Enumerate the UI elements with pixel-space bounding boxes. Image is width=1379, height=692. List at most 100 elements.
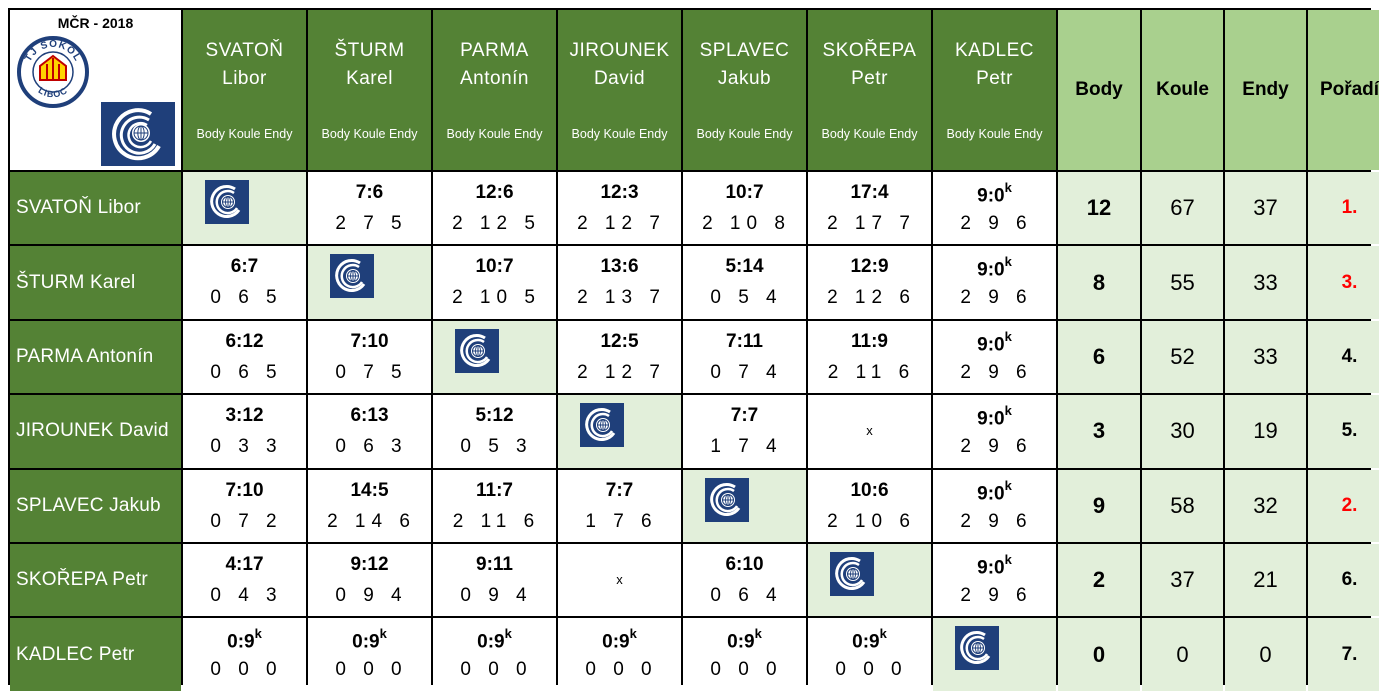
match-result-cell: 0:9k 0 0 0 bbox=[433, 618, 556, 691]
match-result-cell: x bbox=[558, 543, 681, 617]
match-detail: 0 0 0 bbox=[460, 659, 533, 681]
match-result-cell: 0:9k 0 0 0 bbox=[808, 618, 931, 691]
forfeit-mark: k bbox=[879, 626, 887, 642]
match-result-cell: 0:9k 0 0 0 bbox=[308, 618, 431, 691]
diagonal-cell bbox=[808, 543, 931, 617]
match-score: 9:0k bbox=[933, 477, 1056, 505]
total-body: 0 bbox=[1058, 618, 1140, 691]
not-played-mark: x bbox=[866, 423, 873, 439]
match-result-cell: 7:7 1 7 6 bbox=[558, 469, 681, 542]
federation-emblem-icon bbox=[580, 403, 624, 448]
match-detail: 2 14 6 bbox=[327, 510, 416, 532]
player-surname: KADLEC bbox=[954, 40, 1035, 61]
score-value: 7:10 bbox=[225, 479, 264, 501]
player-surname: SPLAVEC bbox=[699, 40, 790, 61]
match-detail: 0 4 3 bbox=[210, 584, 283, 606]
score-value: 6:10 bbox=[725, 553, 764, 575]
match-result-cell: 12:3 2 12 7 bbox=[558, 172, 681, 245]
column-sub-label: Body Koule Endy bbox=[321, 127, 418, 141]
forfeit-mark: k bbox=[1004, 551, 1012, 567]
match-score: 0:9k bbox=[683, 626, 806, 653]
match-score: 5:12 bbox=[433, 405, 556, 427]
match-result-cell: 5:12 0 5 3 bbox=[433, 395, 556, 468]
match-score: 7:11 bbox=[683, 331, 806, 353]
score-value: 7:11 bbox=[726, 330, 763, 352]
match-score: 12:9 bbox=[808, 256, 931, 278]
match-score: 12:6 bbox=[433, 182, 556, 204]
score-value: 0:9 bbox=[477, 631, 505, 653]
total-endy: 33 bbox=[1225, 320, 1306, 394]
match-detail: 0 6 5 bbox=[210, 361, 283, 383]
match-result-cell: 14:5 2 14 6 bbox=[308, 469, 431, 542]
match-score: 7:6 bbox=[308, 182, 431, 204]
final-rank: 6. bbox=[1308, 543, 1379, 617]
match-result-cell: 3:12 0 3 3 bbox=[183, 395, 306, 468]
match-score: 10:7 bbox=[433, 256, 556, 278]
score-value: 7:10 bbox=[350, 330, 389, 352]
score-value: 9:12 bbox=[350, 553, 389, 575]
match-result-cell: 10:6 2 10 6 bbox=[808, 469, 931, 542]
match-score: 12:3 bbox=[558, 182, 681, 204]
total-koule: 58 bbox=[1142, 469, 1223, 542]
forfeit-mark: k bbox=[1004, 254, 1012, 270]
score-value: 6:13 bbox=[350, 405, 389, 427]
match-score: 9:0k bbox=[933, 403, 1056, 430]
total-endy: 37 bbox=[1225, 172, 1306, 245]
player-surname: ŠTURM bbox=[334, 40, 405, 61]
score-value: 4:17 bbox=[225, 553, 264, 575]
match-detail: 0 0 0 bbox=[585, 659, 658, 681]
match-detail: 2 9 6 bbox=[960, 361, 1033, 383]
score-value: 9:0 bbox=[977, 185, 1005, 207]
column-sub-label: Body Koule Endy bbox=[821, 127, 918, 141]
score-value: 9:0 bbox=[977, 259, 1005, 281]
diagonal-cell bbox=[683, 469, 806, 542]
match-score: 7:10 bbox=[183, 480, 306, 502]
column-header-player: ŠTURM Karel Body Koule Endy bbox=[308, 10, 431, 170]
player-surname: SKOŘEPA bbox=[822, 40, 917, 61]
federation-emblem-icon bbox=[580, 403, 624, 448]
match-result-cell: 10:7 2 10 5 bbox=[433, 246, 556, 319]
match-detail: 0 5 3 bbox=[460, 436, 533, 458]
match-detail: 2 9 6 bbox=[960, 213, 1033, 234]
player-surname: SVATOŇ bbox=[205, 40, 284, 61]
match-score: 5:14 bbox=[683, 256, 806, 278]
total-body: 2 bbox=[1058, 543, 1140, 617]
match-result-cell: 12:5 2 12 7 bbox=[558, 320, 681, 394]
total-endy: 19 bbox=[1225, 395, 1306, 468]
match-detail: 2 7 5 bbox=[335, 213, 408, 234]
match-detail: 2 9 6 bbox=[960, 287, 1033, 309]
match-score: 6:13 bbox=[308, 405, 431, 427]
score-value: 12:3 bbox=[600, 182, 639, 203]
score-value: 9:0 bbox=[977, 482, 1005, 504]
forfeit-mark: k bbox=[504, 626, 512, 642]
match-result-cell: 6:10 0 6 4 bbox=[683, 543, 806, 617]
score-value: 7:7 bbox=[730, 405, 759, 427]
federation-emblem-icon bbox=[455, 328, 499, 373]
match-detail: 2 11 6 bbox=[452, 510, 541, 532]
match-score: 10:6 bbox=[808, 480, 931, 502]
match-detail: 1 7 6 bbox=[585, 510, 658, 532]
match-score: 6:7 bbox=[183, 256, 306, 278]
match-result-cell: 9:0k 2 9 6 bbox=[933, 469, 1056, 542]
match-result-cell: 11:9 2 11 6 bbox=[808, 320, 931, 394]
score-value: 9:0 bbox=[977, 408, 1005, 430]
player-surname: PARMA bbox=[460, 40, 529, 61]
match-detail: 0 0 0 bbox=[835, 659, 908, 681]
forfeit-mark: k bbox=[1004, 477, 1012, 493]
diagonal-cell bbox=[308, 246, 431, 319]
score-value: 10:7 bbox=[725, 182, 764, 203]
total-body: 6 bbox=[1058, 320, 1140, 394]
match-score: 0:9k bbox=[558, 626, 681, 653]
final-rank: 2. bbox=[1308, 469, 1379, 542]
match-score: 12:5 bbox=[558, 331, 681, 353]
total-koule: 0 bbox=[1142, 618, 1223, 691]
score-value: 5:14 bbox=[725, 256, 764, 278]
match-detail: 0 0 0 bbox=[710, 659, 783, 681]
score-value: 0:9 bbox=[352, 631, 380, 653]
score-value: 5:12 bbox=[475, 405, 514, 427]
match-score: 11:7 bbox=[433, 480, 556, 502]
match-detail: 0 6 4 bbox=[710, 584, 783, 606]
final-rank: 1. bbox=[1308, 172, 1379, 245]
match-result-cell: x bbox=[808, 395, 931, 468]
match-detail: 0 6 5 bbox=[210, 287, 283, 309]
